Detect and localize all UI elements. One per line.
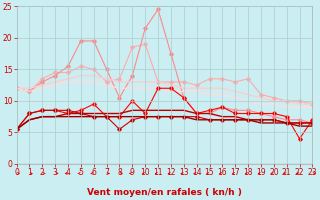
X-axis label: Vent moyen/en rafales ( kn/h ): Vent moyen/en rafales ( kn/h ) (87, 188, 242, 197)
